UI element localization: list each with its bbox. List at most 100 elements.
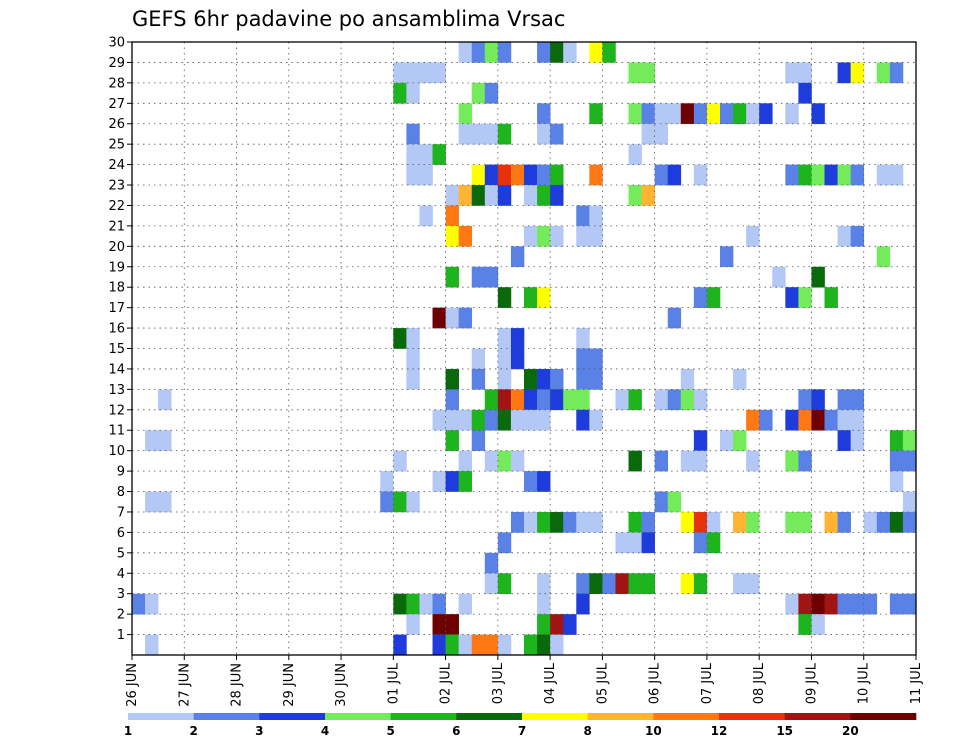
heatmap-cell: [510, 246, 525, 268]
heatmap-cell: [733, 511, 747, 533]
heatmap-cell: [654, 103, 669, 125]
heatmap-cell: [589, 368, 603, 390]
y-tick-label: 2: [117, 608, 125, 623]
heatmap-cell: [706, 287, 721, 308]
heatmap-cell: [510, 164, 525, 186]
heatmap-cell: [889, 471, 904, 492]
heatmap-cell: [693, 164, 708, 186]
heatmap-cell: [589, 42, 603, 63]
heatmap-cell: [550, 164, 564, 186]
heatmap-cell: [484, 185, 499, 206]
heatmap-cell: [471, 266, 486, 288]
heatmap-cell: [576, 593, 590, 615]
heatmap-cell: [419, 205, 433, 227]
heatmap-cell: [510, 328, 525, 349]
heatmap-cell: [798, 62, 812, 84]
heatmap-cell: [589, 225, 603, 247]
heatmap-cell: [406, 144, 420, 165]
heatmap-cell: [746, 225, 760, 247]
heatmap-cell: [471, 82, 486, 104]
colorbar-label: 4: [321, 724, 329, 738]
y-tick-label: 10: [108, 444, 125, 459]
heatmap-cell: [811, 164, 825, 186]
heatmap-cell: [550, 511, 564, 533]
colorbar-label: 7: [518, 724, 526, 738]
y-tick-label: 14: [108, 362, 125, 377]
heatmap-cell: [380, 491, 394, 513]
heatmap-cell: [524, 471, 538, 492]
heatmap-cell: [432, 144, 446, 165]
heatmap-cell: [667, 164, 682, 186]
heatmap-cell: [746, 573, 760, 594]
heatmap-cell: [550, 614, 564, 635]
heatmap-cell: [471, 409, 486, 431]
heatmap-cell: [510, 389, 525, 411]
heatmap-cell: [824, 287, 838, 308]
heatmap-cell: [680, 450, 695, 472]
heatmap-cell: [132, 593, 146, 615]
heatmap-cell: [693, 287, 708, 308]
heatmap-cell: [445, 430, 459, 451]
heatmap-cell: [902, 430, 917, 451]
heatmap-cell: [484, 164, 499, 186]
heatmap-cell: [537, 593, 551, 615]
heatmap-cell: [537, 471, 551, 492]
heatmap-cell: [497, 328, 512, 349]
heatmap-cell: [876, 511, 891, 533]
heatmap-cell: [720, 246, 734, 268]
heatmap-cell: [458, 634, 473, 656]
heatmap-cell: [680, 573, 695, 594]
y-tick-label: 17: [108, 301, 125, 316]
heatmap-cell: [537, 42, 551, 63]
heatmap-cell: [419, 593, 433, 615]
heatmap-cell: [576, 511, 590, 533]
heatmap-cell: [615, 532, 629, 554]
heatmap-cell: [537, 389, 551, 411]
heatmap-cell: [863, 511, 878, 533]
heatmap-cell: [537, 368, 551, 390]
heatmap-cell: [680, 511, 695, 533]
y-tick-label: 15: [108, 342, 125, 357]
heatmap-cell: [837, 225, 851, 247]
heatmap-cell: [693, 532, 708, 554]
heatmap-cell: [497, 185, 512, 206]
heatmap-cell: [798, 164, 812, 186]
heatmap-cell: [550, 185, 564, 206]
heatmap-cell: [484, 552, 499, 574]
y-tick-label: 28: [108, 76, 125, 91]
heatmap-cell: [432, 307, 446, 329]
heatmap-cell: [445, 471, 459, 492]
heatmap-cell: [850, 389, 865, 411]
heatmap-cell: [550, 225, 564, 247]
heatmap-cell: [654, 450, 669, 472]
heatmap-cell: [524, 368, 538, 390]
heatmap-cell: [654, 164, 669, 186]
heatmap-cell: [510, 511, 525, 533]
heatmap-cell: [589, 511, 603, 533]
heatmap-cell: [798, 389, 812, 411]
heatmap-cell: [824, 164, 838, 186]
colorbar-legend: 1 2 3 4 5 6 7 8 10 12 15 20: [124, 713, 917, 738]
y-tick-label: 5: [117, 546, 125, 561]
heatmap-cell: [837, 593, 851, 615]
heatmap-cell: [537, 287, 551, 308]
heatmap-cell: [641, 511, 655, 533]
heatmap-cell: [524, 389, 538, 411]
heatmap-cell: [589, 573, 603, 594]
heatmap-cell: [576, 389, 590, 411]
heatmap-cell: [445, 634, 459, 656]
heatmap-cell: [680, 389, 695, 411]
heatmap-cell: [550, 368, 564, 390]
heatmap-cell: [471, 185, 486, 206]
heatmap-cell: [576, 205, 590, 227]
heatmap-cell: [393, 593, 407, 615]
heatmap-cell: [602, 573, 616, 594]
y-tick-label: 23: [108, 179, 125, 194]
heatmap-cell: [393, 82, 407, 104]
heatmap-cell: [680, 103, 695, 125]
heatmap-cell: [484, 634, 499, 656]
heatmap-cell: [785, 164, 799, 186]
heatmap-cell: [158, 491, 172, 513]
heatmap-cell: [628, 389, 642, 411]
